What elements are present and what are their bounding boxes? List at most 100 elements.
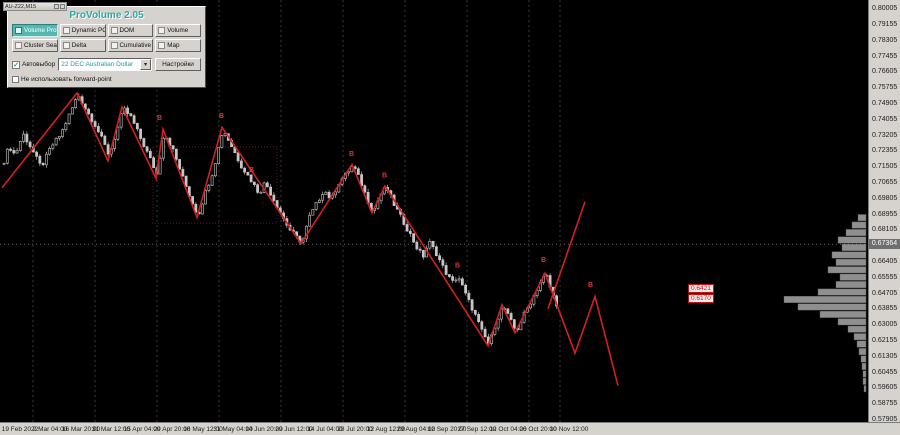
panel-button-dynamic-poc[interactable]: Dynamic POC: [59, 24, 106, 37]
restore-icon[interactable]: [60, 4, 65, 9]
price-axis-label: 0.76605: [872, 68, 898, 75]
button-label: Map: [167, 42, 180, 49]
projection-line[interactable]: [547, 201, 586, 309]
time-axis-label: 29 Jun 12:00: [275, 426, 313, 433]
wave-marker: B: [219, 113, 224, 120]
autoselect-label: Автовыбор: [22, 61, 56, 68]
panel-button-volume[interactable]: Volume: [155, 24, 201, 37]
time-axis-label: 29 Aug 04:00: [396, 426, 436, 433]
chevron-down-icon[interactable]: ▾: [140, 59, 151, 70]
button-label: Dynamic POC: [71, 27, 105, 34]
wave-marker: B: [455, 263, 460, 270]
volume-profile-bar: [847, 325, 867, 333]
wave-marker: B: [541, 257, 546, 264]
price-axis-label: 0.79155: [872, 21, 898, 28]
price-axis-label: 0.68955: [872, 211, 898, 218]
panel-button-volume-profile[interactable]: Volume Profile: [12, 24, 58, 37]
volume-profile-bar: [857, 214, 867, 222]
button-label: Cumulative Δ: [119, 42, 154, 49]
chart-window-titlebar[interactable]: AU-Z22,M15: [3, 2, 67, 11]
volume-profile-bar: [841, 244, 867, 251]
price-axis-label: 0.64705: [872, 290, 898, 297]
price-axis-label: 0.78305: [872, 37, 898, 44]
volume-profile-bar: [861, 363, 867, 370]
time-axis-label: 2 Mar 04:00: [32, 426, 68, 433]
time-axis-label: 12 Aug 12:00: [366, 426, 406, 433]
time-axis-label: 31 May 04:00: [213, 426, 253, 433]
button-icon: [62, 42, 70, 49]
checkbox-unchecked-icon: [12, 76, 19, 83]
volume-profile-bar: [819, 311, 867, 318]
button-label: Volume Profile: [24, 27, 57, 34]
price-axis-label: 0.57905: [872, 416, 898, 422]
time-axis[interactable]: 19 Feb 2022 2 Mar 04:00 16 Mar 20:00 31 Mar…: [0, 422, 900, 435]
time-axis-label: 31 Mar 12:00: [91, 426, 131, 433]
wave-marker: B: [157, 115, 162, 122]
button-icon: [110, 42, 118, 49]
price-axis-label: 0.73205: [872, 132, 898, 139]
price-axis-label: 0.69805: [872, 195, 898, 202]
button-label: Volume: [167, 27, 189, 34]
button-icon: [15, 42, 22, 49]
button-icon: [110, 27, 118, 34]
panel-button-delta[interactable]: Delta: [59, 39, 106, 52]
volume-profile-bar: [851, 221, 867, 229]
time-axis-label: 16 Mar 20:00: [61, 426, 101, 433]
time-axis-label: 14 Jun 20:00: [245, 426, 283, 433]
volume-profile-bar: [860, 355, 867, 363]
price-axis-label: 0.62155: [872, 337, 898, 344]
checkbox-checked-icon: ✓: [12, 60, 20, 69]
panel-title: ProVolume 2.05: [69, 10, 144, 21]
volume-profile-bar: [858, 348, 867, 355]
time-axis-label: 12 Oct 04:00: [489, 426, 527, 433]
price-axis-label: 0.58755: [872, 400, 898, 407]
price-axis[interactable]: 0.80005 0.79155 0.78305 0.77455 0.76605 0.757…: [868, 0, 900, 422]
settings-button[interactable]: Настройки: [155, 58, 201, 71]
volume-profile-bar: [797, 303, 867, 311]
price-axis-label: 0.61305: [872, 353, 898, 360]
price-axis-label: 0.74055: [872, 116, 898, 123]
instrument-value: 22 DEC Australian Dollar: [61, 61, 134, 68]
panel-button-cumulative[interactable]: Cumulative Δ: [107, 39, 154, 52]
wave-marker: B: [249, 167, 254, 174]
price-alert-tag[interactable]: 0.6421: [688, 284, 714, 293]
price-axis-label: 0.71505: [872, 163, 898, 170]
price-alert-tag[interactable]: 0.6170: [688, 294, 714, 303]
price-axis-label: 0.63005: [872, 321, 898, 328]
dotted-range-box: [152, 146, 278, 224]
volume-profile-bar: [817, 288, 867, 296]
current-price-tag: 0.67364: [869, 239, 900, 249]
zigzag-line[interactable]: [1, 91, 619, 386]
volume-profile-bar: [837, 318, 867, 326]
time-axis-label: 19 Feb 2022: [1, 426, 39, 433]
chart-tab-title: AU-Z22,M15: [5, 3, 37, 10]
volume-profile-bar: [835, 281, 867, 288]
panel-button-map[interactable]: Map: [155, 39, 201, 52]
time-axis-label: 14 Jul 04:00: [307, 426, 343, 433]
forward-point-label: Не использовать forward-point: [21, 76, 112, 83]
minimize-icon[interactable]: [54, 4, 59, 9]
volume-profile-bar: [862, 370, 867, 378]
button-label: DOM: [119, 27, 135, 34]
price-axis-label: 0.63855: [872, 305, 898, 312]
volume-profile-bar: [831, 251, 867, 259]
time-axis-label: 27 Sep 12:00: [457, 426, 497, 433]
volume-profile-bar: [845, 229, 867, 236]
price-axis-label: 0.80005: [872, 5, 898, 12]
volume-profile-bar: [853, 333, 867, 341]
button-icon: [15, 27, 22, 34]
panel-button-dom[interactable]: DOM: [107, 24, 154, 37]
autoselect-checkbox[interactable]: ✓ Автовыбор: [12, 60, 56, 69]
button-icon: [62, 27, 70, 34]
provolume-panel: ProVolume 2.05 Volume Profile Dynamic POC…: [7, 6, 206, 88]
panel-button-cluster-search[interactable]: Cluster Search: [12, 39, 58, 52]
volume-profile-bar: [835, 258, 867, 266]
candlestick-chart[interactable]: BBBBBBBBB: [0, 0, 868, 422]
price-axis-label: 0.59605: [872, 384, 898, 391]
instrument-dropdown[interactable]: 22 DEC Australian Dollar ▾: [58, 58, 152, 71]
button-icon: [158, 27, 166, 34]
forward-point-checkbox[interactable]: Не использовать forward-point: [12, 76, 112, 83]
time-axis-label: 15 Apr 04:00: [123, 426, 161, 433]
panel-instrument-row: ✓ Автовыбор 22 DEC Australian Dollar ▾ Н…: [12, 58, 201, 71]
